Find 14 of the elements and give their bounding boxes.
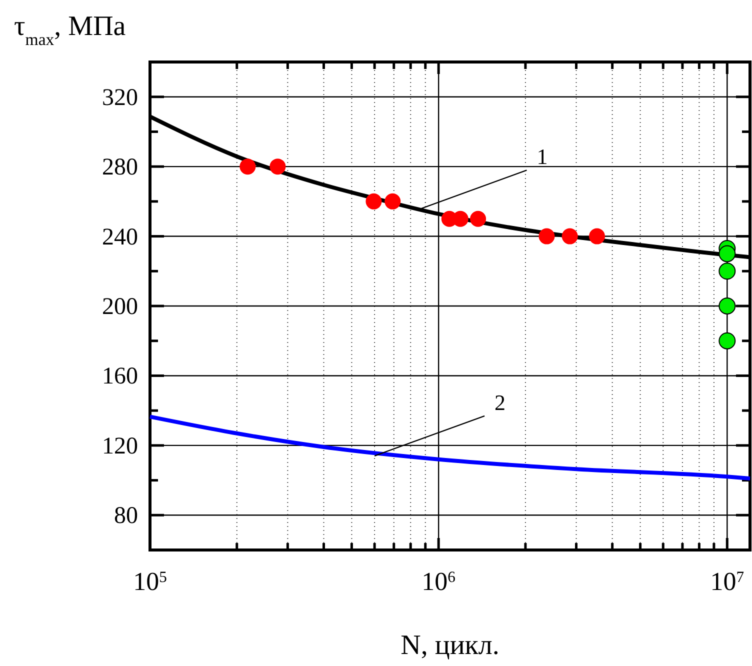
x-axis-title: N, цикл.	[400, 630, 500, 661]
y-tick-label: 200	[102, 294, 138, 320]
y-axis-title: τ$_{max}$, МПа	[14, 11, 126, 48]
x-tick-label: 10$^{6}$	[422, 567, 456, 596]
y-tick-label: 320	[102, 84, 138, 111]
y-tick-label: 160	[102, 364, 138, 390]
annotation: 1	[536, 144, 548, 170]
y-tick-label: 280	[102, 154, 138, 181]
x-tick-label: 10$^{5}$	[133, 567, 168, 596]
y-tick-label: 120	[102, 433, 138, 460]
annotation: 2	[494, 390, 506, 415]
y-tick-label: 80	[114, 503, 138, 530]
y-tick-label: 240	[102, 224, 138, 250]
x-tick-label: 10$^{7}$	[710, 567, 744, 596]
